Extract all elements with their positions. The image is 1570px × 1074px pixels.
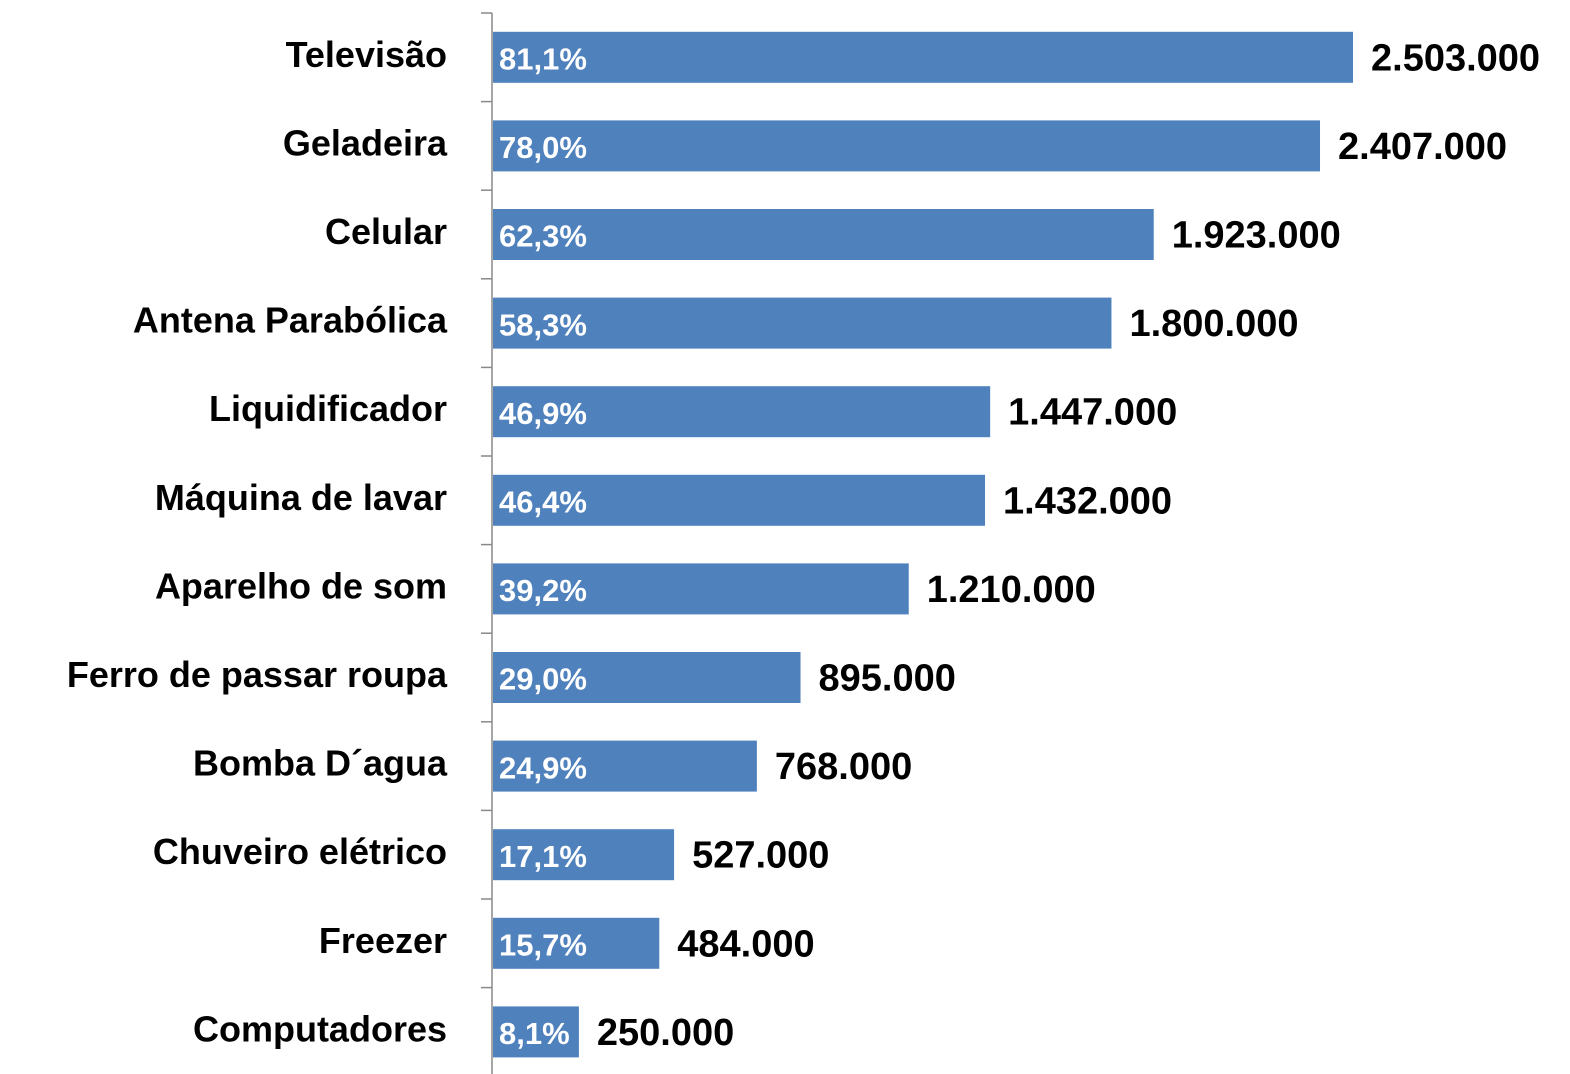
bar <box>493 31 1353 83</box>
share-label: 17,1% <box>499 839 587 874</box>
bar <box>493 1006 579 1058</box>
value-label: 484.000 <box>677 923 814 965</box>
value-label: 2.503.000 <box>1371 37 1540 79</box>
bar <box>493 740 757 792</box>
bar <box>493 120 1321 172</box>
category-label: Liquidificador <box>209 388 447 429</box>
value-label: 527.000 <box>692 835 829 877</box>
bar <box>493 652 801 703</box>
share-label: 78,0% <box>499 130 587 165</box>
category-label: Computadores <box>193 1008 447 1049</box>
bar <box>493 563 909 615</box>
value-label: 2.407.000 <box>1338 126 1507 168</box>
bar <box>493 474 986 526</box>
value-label: 1.432.000 <box>1003 480 1172 522</box>
share-label: 24,9% <box>499 750 587 785</box>
category-label: Freezer <box>319 920 447 961</box>
bar <box>493 829 675 881</box>
share-label: 29,0% <box>499 662 587 697</box>
bar <box>493 209 1154 260</box>
share-label: 46,4% <box>499 484 587 519</box>
value-label: 1.923.000 <box>1172 215 1341 257</box>
category-label: Televisão <box>286 34 447 75</box>
share-label: 15,7% <box>499 927 587 962</box>
share-label: 81,1% <box>499 41 587 76</box>
category-label: Antena Parabólica <box>133 300 448 341</box>
value-label: 895.000 <box>819 658 956 700</box>
category-label: Ferro de passar roupa <box>67 654 448 695</box>
share-label: 58,3% <box>499 307 587 342</box>
share-label: 39,2% <box>499 573 587 608</box>
value-label: 1.800.000 <box>1129 303 1298 345</box>
bar <box>493 386 991 438</box>
category-label: Bomba D´agua <box>193 743 448 784</box>
category-label: Celular <box>325 211 447 252</box>
value-label: 1.210.000 <box>927 569 1096 611</box>
category-label: Geladeira <box>283 122 448 163</box>
value-label: 768.000 <box>775 746 912 788</box>
share-label: 46,9% <box>499 396 587 431</box>
category-label: Chuveiro elétrico <box>153 831 447 872</box>
bar <box>493 297 1112 349</box>
share-label: 62,3% <box>499 219 587 254</box>
bar <box>493 917 660 969</box>
value-label: 1.447.000 <box>1008 392 1177 434</box>
category-label: Aparelho de som <box>155 565 447 606</box>
value-label: 250.000 <box>597 1012 734 1054</box>
category-label: Máquina de lavar <box>155 477 447 518</box>
share-label: 8,1% <box>499 1016 570 1051</box>
